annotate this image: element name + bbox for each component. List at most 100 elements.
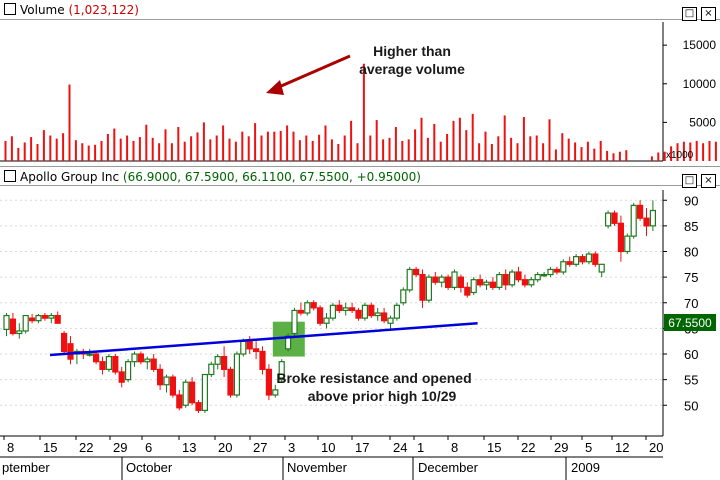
x-day-tick-label: 15 bbox=[43, 440, 57, 455]
last-price-badge bbox=[664, 314, 716, 331]
maximize-pane-button[interactable]: □ bbox=[682, 7, 697, 21]
breakout-note-line1: Broke resistance and opened bbox=[276, 370, 471, 386]
candle-body bbox=[157, 368, 164, 386]
candle-body bbox=[381, 312, 388, 322]
x-day-tick-label: 3 bbox=[288, 440, 295, 455]
candle-body bbox=[99, 361, 106, 370]
candle-body bbox=[477, 279, 484, 286]
candle-body bbox=[221, 355, 228, 370]
price-pane-header: Apollo Group Inc (66.9000, 67.5900, 66.1… bbox=[0, 166, 720, 188]
candle-body bbox=[425, 276, 432, 301]
candle-body bbox=[272, 389, 279, 396]
candle-body bbox=[92, 353, 100, 363]
candle-body bbox=[611, 212, 618, 224]
candle-body bbox=[624, 235, 631, 253]
candle-body bbox=[214, 355, 221, 365]
candle-body bbox=[540, 273, 548, 277]
x-day-tick-label: 22 bbox=[521, 440, 535, 455]
candle-body bbox=[438, 276, 445, 283]
x-day-tick-label: 8 bbox=[7, 440, 14, 455]
candle-body bbox=[285, 335, 292, 350]
candle-body bbox=[496, 273, 503, 288]
pane-collapse-box[interactable] bbox=[4, 3, 16, 15]
volume-note-line2: average volume bbox=[359, 61, 465, 77]
x-day-tick-label: 13 bbox=[182, 440, 196, 455]
candle-body bbox=[566, 261, 573, 265]
price-y-tick-label: 75 bbox=[684, 270, 698, 285]
candle-body bbox=[604, 212, 612, 227]
last-price-label: 67.5500 bbox=[668, 316, 712, 330]
candle-body bbox=[406, 268, 413, 291]
candle-body bbox=[393, 304, 400, 319]
candle-body bbox=[131, 353, 138, 363]
candle-body bbox=[592, 253, 599, 265]
candle-body bbox=[9, 318, 16, 335]
candle-body bbox=[457, 276, 464, 288]
candle-body bbox=[265, 368, 272, 396]
candle-body bbox=[137, 353, 144, 363]
candle-body bbox=[528, 279, 535, 286]
volume-y-tick-label: 5000 bbox=[689, 115, 716, 129]
x-day-tick-label: 24 bbox=[393, 440, 407, 455]
candle-body bbox=[572, 256, 580, 265]
candle-body bbox=[278, 361, 285, 381]
candle-body bbox=[22, 314, 29, 332]
candle-body bbox=[67, 343, 74, 360]
candle-body bbox=[547, 268, 554, 276]
candle-body bbox=[432, 276, 439, 283]
candle-body bbox=[630, 204, 637, 237]
annotation-arrow bbox=[271, 54, 351, 92]
candle-body bbox=[182, 381, 189, 406]
x-day-tick-label: 5 bbox=[585, 440, 592, 455]
close-pane-button[interactable]: × bbox=[701, 174, 716, 188]
volume-pane-title: Volume bbox=[20, 3, 65, 17]
candle-body bbox=[35, 314, 42, 322]
candle-body bbox=[585, 253, 593, 263]
volume-window-buttons: □ × bbox=[678, 3, 716, 23]
candle-body bbox=[553, 268, 561, 273]
volume-pane-header: Volume (1,023,122) □ × bbox=[0, 0, 720, 23]
close-pane-button[interactable]: × bbox=[701, 7, 716, 21]
candle-body bbox=[150, 358, 157, 370]
candle-body bbox=[118, 371, 125, 383]
maximize-pane-button[interactable]: □ bbox=[682, 174, 697, 188]
candle-body bbox=[323, 317, 330, 324]
candle-body bbox=[41, 314, 49, 319]
candle-body bbox=[246, 340, 253, 350]
price-y-tick-label: 50 bbox=[684, 398, 698, 413]
pane-collapse-box[interactable] bbox=[4, 170, 16, 182]
candle-body bbox=[233, 353, 240, 396]
candle-body bbox=[124, 361, 132, 381]
candle-body bbox=[470, 279, 477, 294]
candle-body bbox=[374, 312, 381, 317]
resistance-trendline bbox=[49, 322, 478, 357]
candle-body bbox=[259, 350, 266, 370]
candle-body bbox=[387, 317, 394, 324]
x-day-tick-label: 29 bbox=[554, 440, 568, 455]
candle-body bbox=[163, 376, 170, 386]
candle-body bbox=[201, 373, 208, 411]
candle-body bbox=[144, 358, 151, 363]
candle-body bbox=[617, 222, 625, 253]
annotation-arrowhead bbox=[266, 80, 284, 95]
candle-body bbox=[643, 217, 650, 227]
x-month-label: ptember bbox=[2, 460, 50, 475]
breakout-note-line2: above prior high 10/29 bbox=[308, 388, 457, 404]
x-month-label: December bbox=[418, 460, 479, 475]
candle-body bbox=[195, 402, 202, 411]
candle-body bbox=[86, 353, 93, 356]
candle-body bbox=[112, 355, 119, 373]
x-day-tick-label: 20 bbox=[218, 440, 232, 455]
price-pane-values: (66.9000, 67.5900, 66.1100, 67.5500, +0.… bbox=[122, 170, 421, 184]
candle-body bbox=[489, 281, 496, 288]
price-y-tick-label: 85 bbox=[684, 219, 698, 234]
candle-body bbox=[342, 307, 349, 312]
candle-body bbox=[451, 271, 458, 288]
candle-body bbox=[291, 309, 298, 335]
candle-body bbox=[317, 307, 324, 324]
candle-body bbox=[483, 281, 490, 286]
candle-body bbox=[176, 394, 183, 409]
candle-body bbox=[240, 340, 247, 355]
volume-y-tick-label: 15000 bbox=[683, 38, 717, 52]
